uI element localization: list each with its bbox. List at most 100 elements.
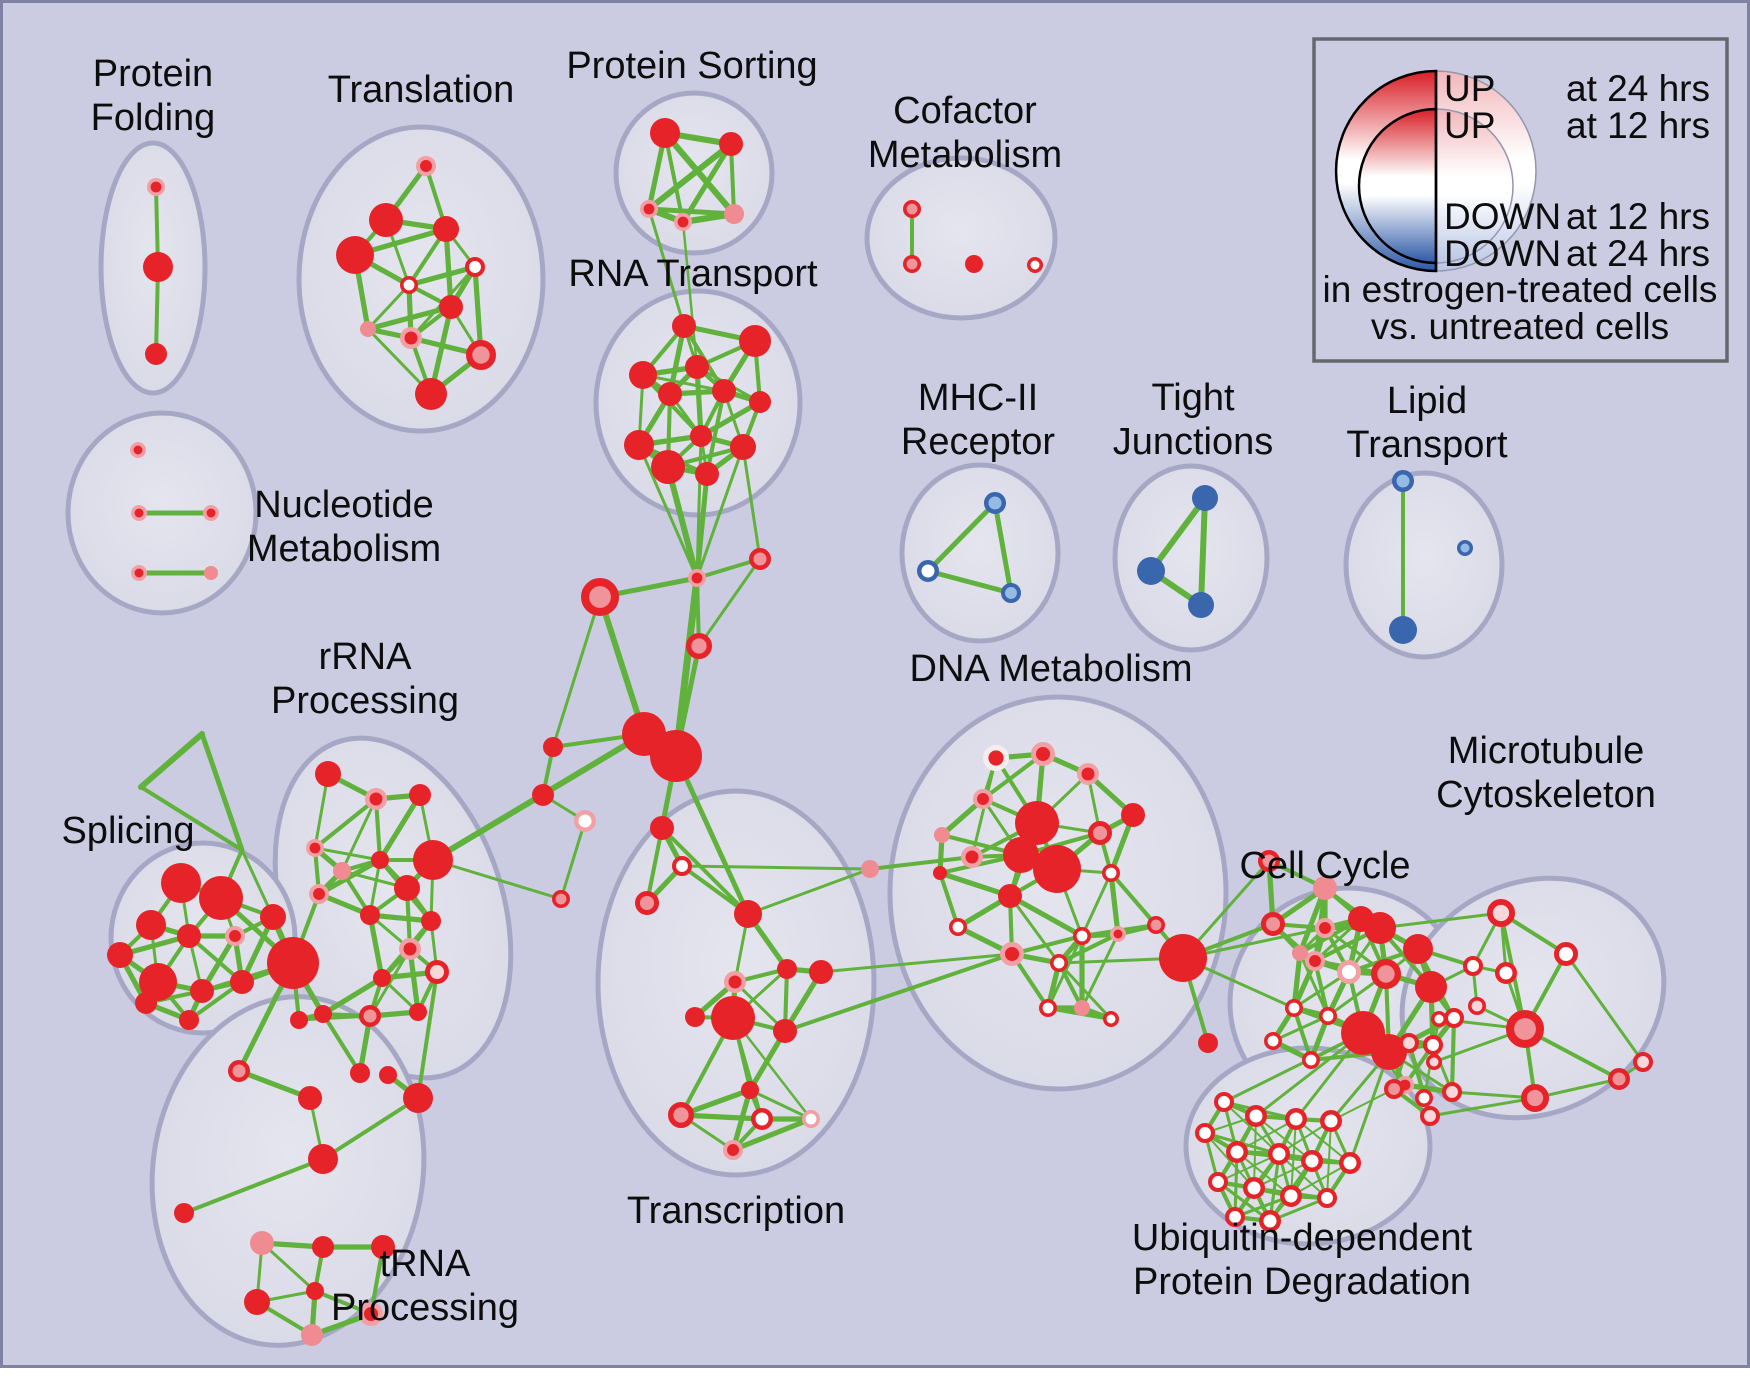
cluster-ellipse-lipid-transport bbox=[1343, 470, 1505, 660]
node-hub bbox=[686, 633, 713, 660]
node-dna-metabolism bbox=[1121, 803, 1145, 827]
node-hub bbox=[1159, 934, 1207, 982]
node-cell-cycle bbox=[1442, 1082, 1463, 1103]
node-tight-junctions bbox=[1137, 557, 1165, 585]
node-ubiquitin-degradation bbox=[1285, 1108, 1307, 1130]
network-nodes bbox=[107, 118, 1654, 1346]
node-cell-cycle bbox=[1305, 951, 1326, 972]
node-hub bbox=[1463, 956, 1484, 977]
cluster-label-microtubule: Microtubule Cytoskeleton bbox=[1436, 729, 1656, 816]
node-splicing bbox=[260, 904, 286, 930]
node-trna-processing bbox=[308, 1144, 338, 1174]
node-trna-processing bbox=[371, 1235, 395, 1259]
node-trna-processing bbox=[298, 1086, 322, 1110]
node-splicing bbox=[190, 979, 214, 1003]
legend-direction-up-24: UP bbox=[1444, 68, 1496, 109]
node-transcription bbox=[773, 1019, 797, 1043]
node-transcription bbox=[711, 996, 755, 1040]
cluster-label-protein-sorting: Protein Sorting bbox=[566, 44, 818, 87]
node-tight-junctions bbox=[1188, 592, 1214, 618]
node-splicing bbox=[161, 863, 201, 903]
legend-direction-up-12: UP bbox=[1444, 105, 1496, 146]
node-rrna-processing bbox=[359, 1005, 381, 1027]
node-rna-transport bbox=[749, 391, 771, 413]
node-dna-metabolism bbox=[1087, 820, 1112, 845]
node-ubiquitin-degradation bbox=[1301, 1150, 1323, 1172]
node-cell-cycle bbox=[1336, 959, 1361, 984]
node-dna-metabolism bbox=[1102, 863, 1121, 882]
node-cell-cycle bbox=[1258, 850, 1280, 872]
node-rrna-processing bbox=[409, 784, 431, 806]
node-transcription bbox=[668, 1101, 695, 1128]
legend-box-graphics bbox=[1312, 37, 1729, 363]
node-splicing bbox=[177, 924, 201, 948]
node-rna-transport bbox=[712, 379, 736, 403]
node-hub bbox=[1468, 996, 1487, 1015]
node-cell-cycle bbox=[1285, 998, 1304, 1017]
node-protein-sorting bbox=[673, 213, 692, 232]
cluster-label-translation: Translation bbox=[327, 68, 515, 111]
node-cell-cycle bbox=[1260, 911, 1285, 936]
node-hub bbox=[580, 577, 619, 616]
cluster-label-tight-junctions: Tight Junctions bbox=[1112, 376, 1274, 463]
node-ubiquitin-degradation bbox=[1259, 1210, 1281, 1232]
node-transcription bbox=[809, 960, 833, 984]
legend-time-12hrs-down: at 12 hrs bbox=[1566, 196, 1710, 237]
node-rrna-processing bbox=[333, 862, 351, 880]
node-trna-processing bbox=[244, 1289, 270, 1315]
node-lipid-transport bbox=[1392, 470, 1414, 492]
node-ubiquitin-degradation bbox=[1320, 1110, 1342, 1132]
node-mhc-ii-receptor bbox=[917, 560, 939, 582]
node-dna-metabolism bbox=[1147, 915, 1166, 934]
node-ubiquitin-degradation bbox=[1420, 1106, 1441, 1127]
node-cell-cycle bbox=[1403, 934, 1433, 964]
node-rna-transport bbox=[695, 462, 719, 486]
node-splicing bbox=[224, 926, 245, 947]
node-transcription bbox=[741, 1081, 759, 1099]
node-cell-cycle bbox=[1302, 1051, 1321, 1070]
node-cell-cycle bbox=[1319, 1006, 1338, 1025]
cluster-ellipse-tight-junctions bbox=[1112, 463, 1270, 653]
legend-direction-down-24: DOWN bbox=[1444, 233, 1562, 274]
cluster-label-splicing: Splicing bbox=[61, 809, 195, 852]
cluster-label-lipid-transport: Lipid Transport bbox=[1346, 379, 1508, 466]
node-cofactor-metabolism bbox=[1027, 257, 1043, 273]
node-tight-junctions bbox=[1192, 485, 1218, 511]
node-cell-cycle bbox=[1423, 1035, 1444, 1056]
cluster-ellipse-dna-metabolism bbox=[887, 694, 1229, 1092]
node-translation bbox=[369, 203, 403, 237]
node-rrna-processing bbox=[314, 1005, 332, 1023]
node-dna-metabolism bbox=[1103, 1011, 1119, 1027]
node-cell-cycle bbox=[1371, 959, 1402, 990]
node-dna-metabolism bbox=[1033, 845, 1081, 893]
node-ubiquitin-degradation bbox=[1226, 1141, 1248, 1163]
node-rrna-processing bbox=[305, 838, 324, 857]
node-dna-metabolism bbox=[983, 745, 1010, 772]
node-rrna-processing bbox=[425, 959, 450, 984]
node-ubiquitin-degradation bbox=[1317, 1188, 1338, 1209]
node-hub bbox=[961, 846, 983, 868]
node-transcription bbox=[734, 900, 762, 928]
node-protein-sorting bbox=[724, 204, 744, 224]
node-cell-cycle bbox=[1264, 1032, 1283, 1051]
node-dna-metabolism bbox=[1074, 1000, 1090, 1016]
node-ubiquitin-degradation bbox=[1214, 1092, 1235, 1113]
node-microtubule-cytoskeleton bbox=[1487, 898, 1516, 927]
node-splicing bbox=[199, 876, 243, 920]
node-dna-metabolism bbox=[998, 884, 1022, 908]
cluster-label-cofactor-metabolism: Cofactor Metabolism bbox=[867, 89, 1063, 176]
node-trna-processing bbox=[403, 1083, 433, 1113]
cluster-label-nucleotide-metabolism: Nucleotide Metabolism bbox=[246, 483, 442, 570]
node-hub bbox=[749, 548, 771, 570]
node-splicing bbox=[107, 942, 133, 968]
node-rna-transport bbox=[685, 355, 709, 379]
node-hub bbox=[650, 730, 702, 782]
node-cofactor-metabolism bbox=[965, 255, 983, 273]
node-dna-metabolism bbox=[1073, 926, 1092, 945]
node-mhc-ii-receptor bbox=[1001, 583, 1022, 604]
node-trna-processing bbox=[306, 1282, 324, 1300]
cluster-label-protein-folding: Protein Folding bbox=[90, 52, 216, 139]
node-cofactor-metabolism bbox=[902, 255, 921, 274]
node-rna-transport bbox=[651, 450, 685, 484]
